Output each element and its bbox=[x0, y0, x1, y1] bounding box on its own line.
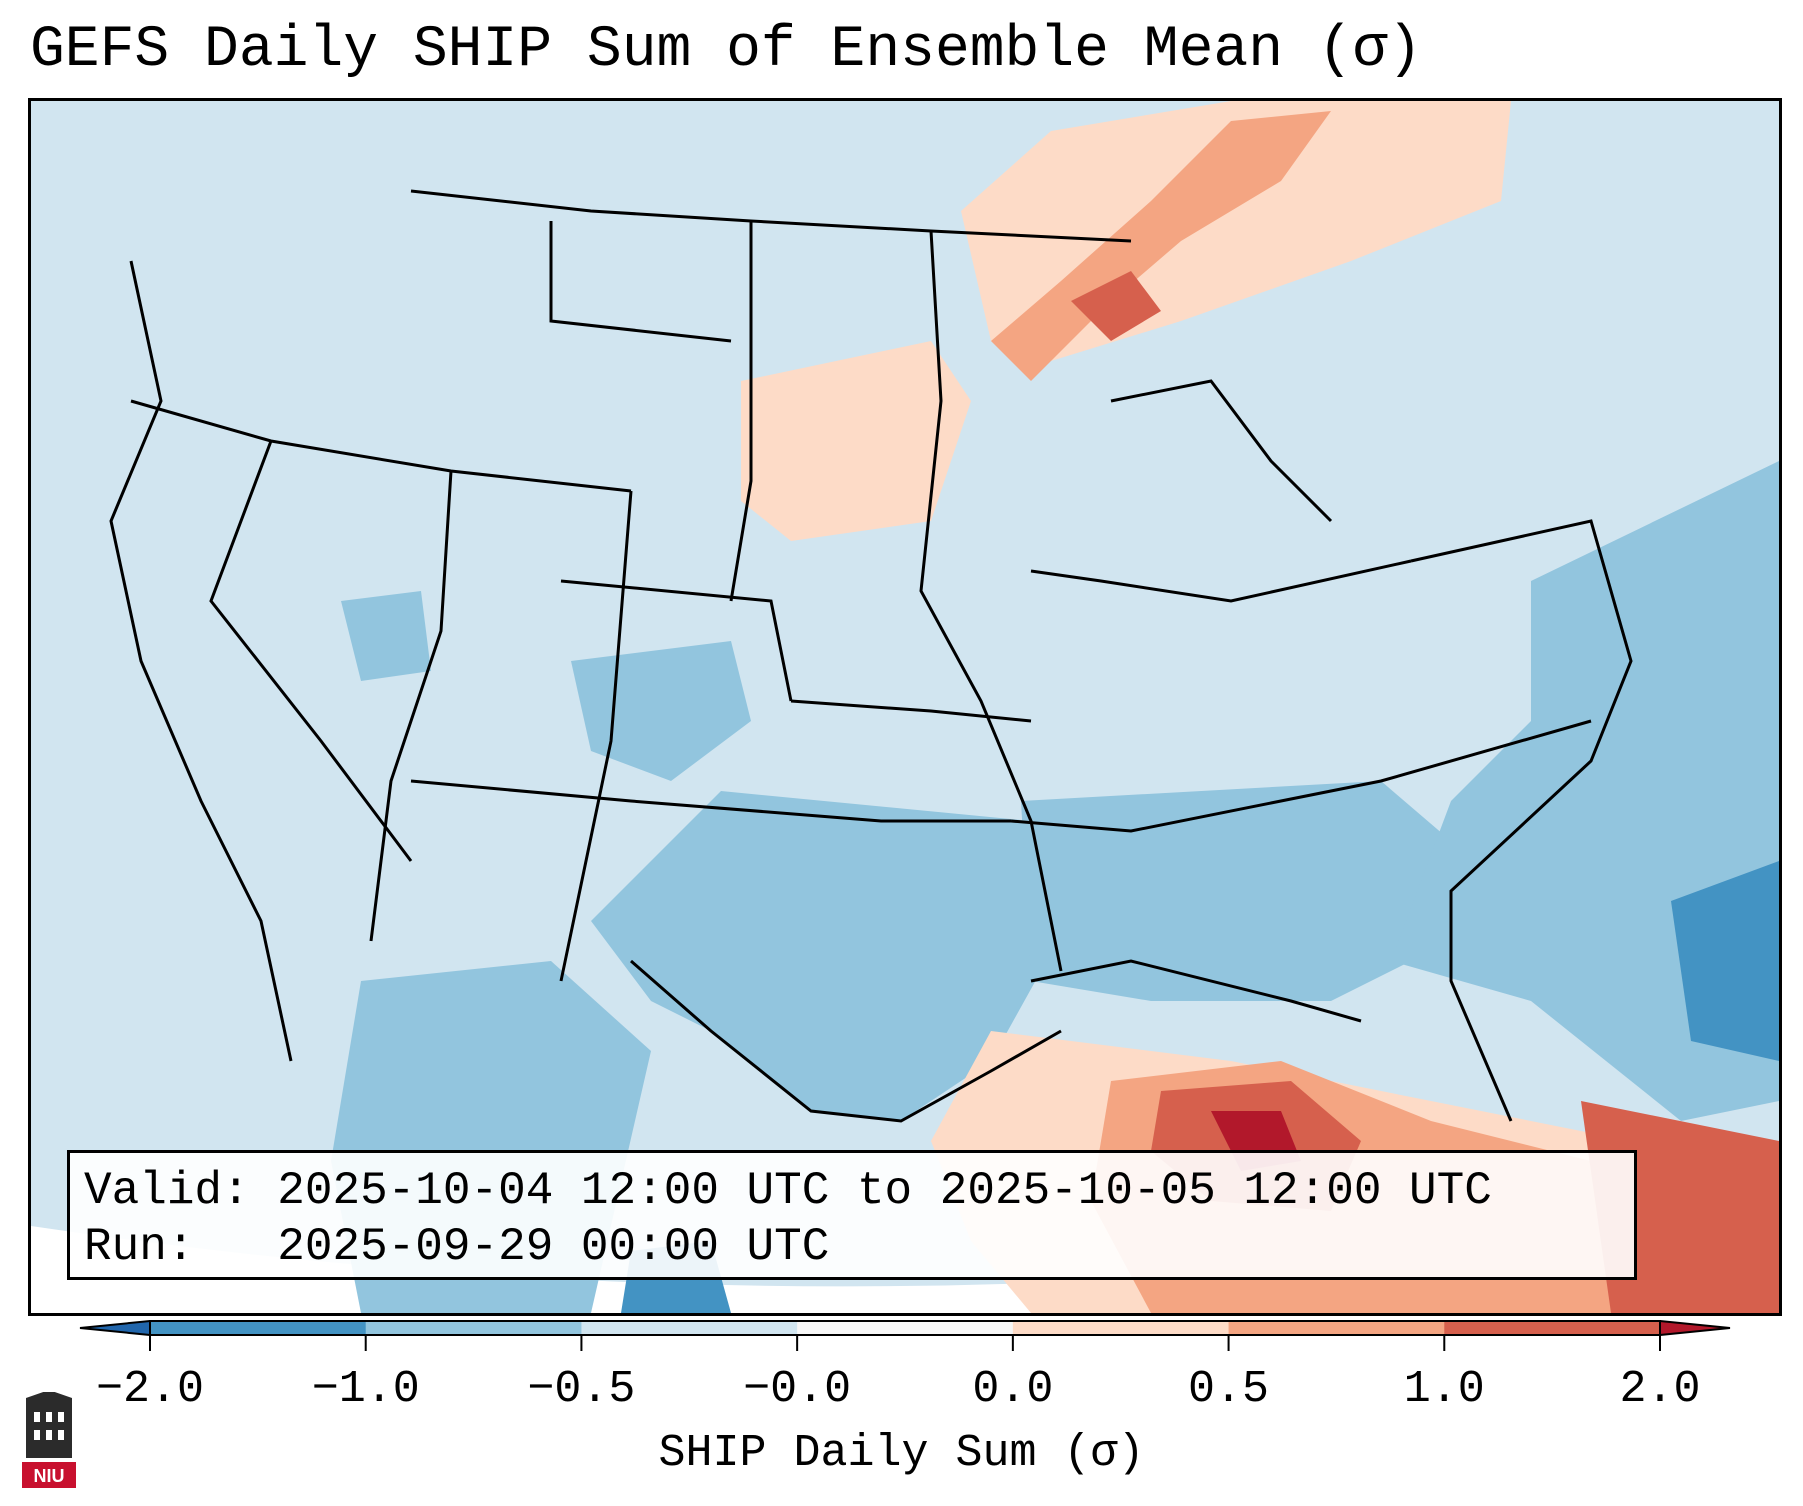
colorbar bbox=[79, 1320, 1731, 1351]
colorbar-label: SHIP Daily Sum (σ) bbox=[658, 1428, 1145, 1479]
run-label: Run: bbox=[84, 1221, 195, 1273]
shade-region-southeast bbox=[1021, 781, 1451, 1001]
valid-label: Valid: bbox=[84, 1165, 250, 1217]
colorbar-tick-label: 1.0 bbox=[1403, 1364, 1485, 1415]
colorbar-bin bbox=[1228, 1321, 1445, 1335]
run-time: 2025-09-29 00:00 UTC bbox=[277, 1221, 830, 1273]
map-title: GEFS Daily SHIP Sum of Ensemble Mean (σ) bbox=[30, 18, 1423, 83]
niu-logo: NIU bbox=[22, 1392, 76, 1488]
map-panel[interactable] bbox=[28, 98, 1782, 1316]
colorbar-tick-label: −2.0 bbox=[95, 1364, 205, 1415]
valid-run-info-box: Valid: 2025-10-04 12:00 UTC to 2025-10-0… bbox=[67, 1150, 1637, 1280]
colorbar-tick-label: −0.0 bbox=[743, 1364, 852, 1415]
shade-region-texas bbox=[591, 791, 1041, 1121]
colorbar-bin bbox=[365, 1321, 582, 1335]
colorbar-under-extension bbox=[80, 1321, 150, 1335]
shade-region-great-lakes-peak bbox=[1071, 271, 1161, 341]
boundary-lines bbox=[109, 189, 1633, 1123]
colorbar-over-extension bbox=[1659, 1320, 1731, 1337]
colorbar-bin bbox=[1012, 1321, 1230, 1335]
shade-region-dakotas bbox=[741, 341, 971, 541]
niu-logo-text: NIU bbox=[34, 1466, 65, 1486]
colorbar-bin bbox=[797, 1321, 1014, 1335]
colorbar-tick-label: 2.0 bbox=[1619, 1364, 1701, 1415]
colorbar-tick-label: −0.5 bbox=[527, 1364, 636, 1415]
valid-time-range: 2025-10-04 12:00 UTC to 2025-10-05 12:00… bbox=[277, 1165, 1492, 1217]
ship-anomaly-map bbox=[31, 101, 1779, 1313]
colorbar-tick-label: −1.0 bbox=[311, 1364, 420, 1415]
shade-region-great-lakes-core bbox=[991, 111, 1331, 381]
colorbar-tick-label: 0.5 bbox=[1188, 1364, 1270, 1415]
shade-region-utah bbox=[341, 591, 431, 681]
colorbar-bin bbox=[150, 1321, 367, 1335]
colorbar-tick-label: 0.0 bbox=[972, 1364, 1054, 1415]
colorbar-bin bbox=[581, 1321, 798, 1335]
shade-region-atlantic-deep bbox=[1671, 861, 1779, 1061]
niu-tower-icon bbox=[26, 1398, 72, 1458]
colorbar-bin bbox=[1444, 1321, 1661, 1335]
